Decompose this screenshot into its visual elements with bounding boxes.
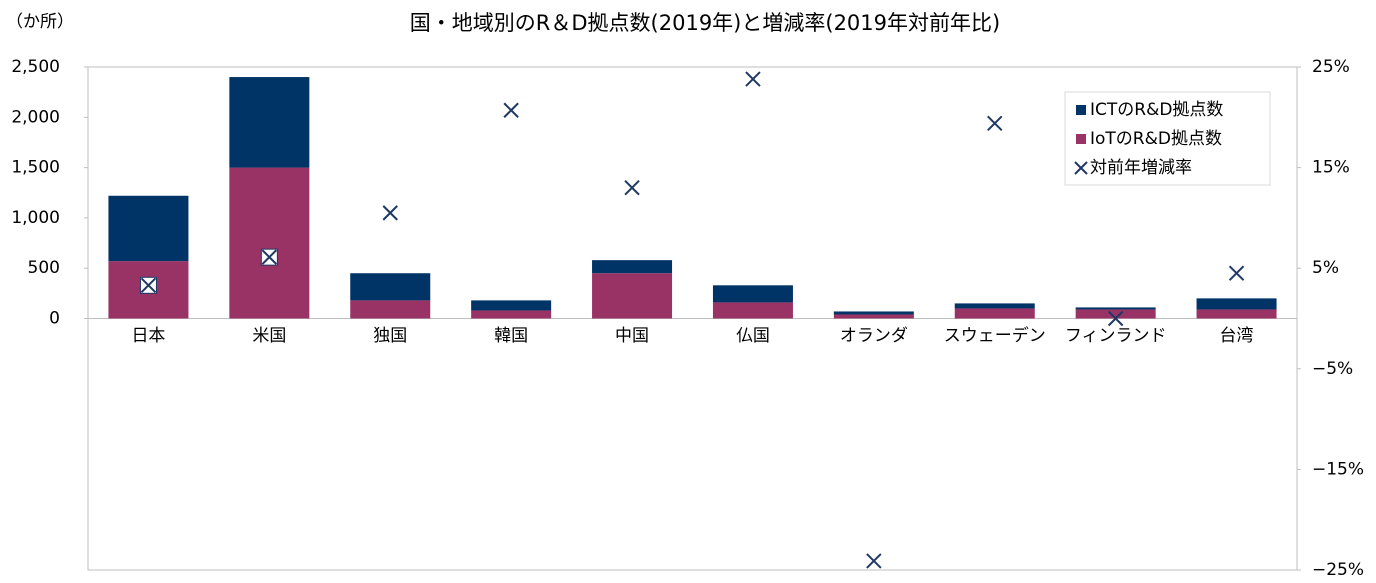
x-tick-label: 中国 xyxy=(615,326,649,346)
marker-part xyxy=(503,102,519,118)
marker-part xyxy=(1228,265,1245,281)
x-tick-label: 仏国 xyxy=(736,326,770,346)
legend-swatch xyxy=(1074,161,1088,175)
legend-label: IoTのR&D拠点数 xyxy=(1090,129,1222,149)
bar xyxy=(833,314,914,319)
x-tick-label: 独国 xyxy=(373,326,407,346)
marker-part xyxy=(1107,310,1124,327)
bar xyxy=(954,308,1035,319)
rate-marker xyxy=(260,248,278,266)
legend-box xyxy=(1064,91,1271,186)
bar xyxy=(712,302,793,319)
y-tick-label: 2,000 xyxy=(11,107,60,127)
bar xyxy=(1075,307,1156,310)
x-tick-label: オランダ xyxy=(840,326,908,346)
x-tick-label: スウェーデン xyxy=(944,325,1046,346)
bar xyxy=(833,311,914,315)
rate-marker xyxy=(624,180,640,196)
bar xyxy=(1196,298,1277,310)
bar xyxy=(471,310,552,319)
bar xyxy=(108,195,189,262)
legend-swatch xyxy=(1076,105,1086,115)
y-tick-label: 1,000 xyxy=(11,208,60,228)
y-axis-label: （か所） xyxy=(6,12,74,32)
rate-marker xyxy=(503,102,519,118)
y2-tick-label: −25% xyxy=(1312,560,1364,580)
marker-part xyxy=(745,71,761,87)
rate-marker xyxy=(866,553,882,569)
y2-tick-label: 5% xyxy=(1312,258,1339,278)
bar xyxy=(229,167,310,319)
bar xyxy=(954,303,1035,309)
y2-tick-label: 15% xyxy=(1312,158,1350,178)
rate-marker xyxy=(987,115,1003,132)
legend-label: 対前年増減率 xyxy=(1090,158,1192,178)
bar xyxy=(1196,309,1277,319)
y-tick-label: 1,500 xyxy=(11,158,60,178)
y-tick-label: 2,500 xyxy=(11,57,60,77)
legend-swatch xyxy=(1076,134,1086,144)
marker-part xyxy=(866,553,882,569)
rate-marker xyxy=(1107,310,1124,327)
bar xyxy=(592,273,673,319)
marker-part xyxy=(382,205,398,221)
bar xyxy=(592,260,673,274)
rate-marker xyxy=(139,276,157,294)
x-tick-label: 米国 xyxy=(252,326,286,346)
rate-marker xyxy=(745,71,761,87)
y2-tick-label: −15% xyxy=(1312,459,1364,479)
marker-part xyxy=(261,249,278,265)
rate-marker xyxy=(382,205,398,221)
bar xyxy=(1075,309,1156,319)
bar xyxy=(471,300,552,311)
x-tick-label: 台湾 xyxy=(1220,326,1254,346)
legend-label: ICTのR&D拠点数 xyxy=(1090,100,1223,120)
y2-tick-label: 25% xyxy=(1312,57,1350,77)
x-tick-label: フィンランド xyxy=(1065,326,1167,346)
marker-part xyxy=(140,277,157,294)
chart-title: 国・地域別のR＆D拠点数(2019年)と増減率(2019年対前年比) xyxy=(410,11,1000,35)
x-tick-label: 日本 xyxy=(131,326,165,346)
y-tick-label: 500 xyxy=(28,258,60,278)
bar xyxy=(350,300,431,319)
bar xyxy=(350,273,431,301)
x-tick-label: 韓国 xyxy=(494,326,528,346)
marker-part xyxy=(624,180,640,196)
bar xyxy=(229,77,310,168)
marker-part xyxy=(987,115,1003,132)
bar xyxy=(712,285,793,303)
y2-tick-label: −5% xyxy=(1312,359,1353,379)
rate-marker xyxy=(1228,265,1245,281)
y-tick-label: 0 xyxy=(49,309,60,329)
